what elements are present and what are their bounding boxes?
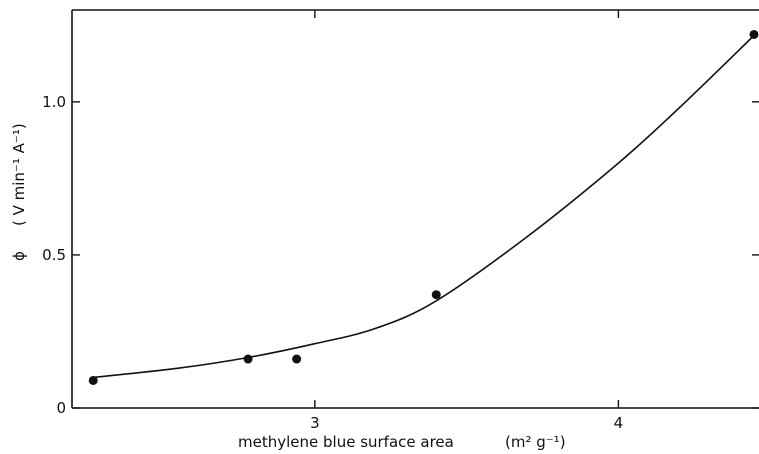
x-tick-label: 4 bbox=[614, 414, 624, 432]
y-tick-label: 0.5 bbox=[42, 246, 66, 264]
data-point bbox=[88, 375, 98, 385]
y-tick-label: 1.0 bbox=[42, 93, 66, 111]
x-tick-label: 3 bbox=[310, 414, 320, 432]
fit-curve bbox=[93, 33, 756, 379]
y-axis-symbol: ϕ bbox=[10, 251, 28, 261]
x-axis-title: methylene blue surface area bbox=[238, 433, 454, 451]
plot-frame bbox=[71, 9, 759, 409]
ticks: 3 4 0 0.5 1.0 bbox=[42, 10, 759, 432]
data-point bbox=[243, 354, 253, 364]
data-point bbox=[431, 290, 441, 300]
y-axis-unit: ( V min⁻¹ A⁻¹) bbox=[10, 123, 28, 226]
data-points bbox=[88, 29, 759, 385]
data-point bbox=[292, 354, 302, 364]
y-axis-title: ϕ ( V min⁻¹ A⁻¹) bbox=[10, 123, 28, 261]
data-point bbox=[749, 29, 759, 39]
x-axis-unit: (m² g⁻¹) bbox=[505, 433, 566, 451]
y-tick-label: 0 bbox=[56, 399, 66, 417]
